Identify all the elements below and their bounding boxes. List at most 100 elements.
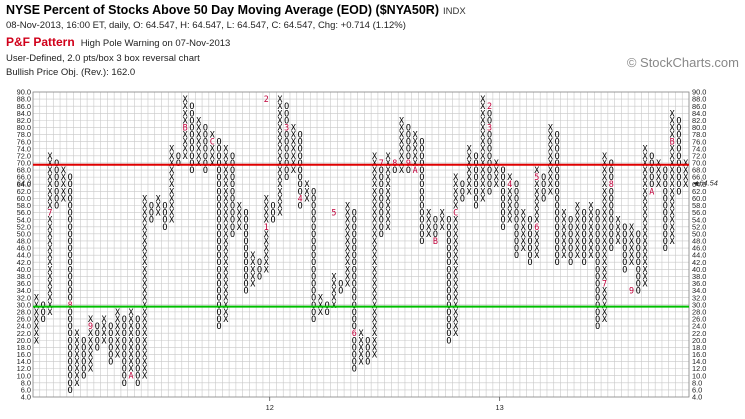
o-mark: O — [528, 250, 533, 260]
o-mark: O — [514, 222, 519, 232]
x-mark: X — [183, 94, 188, 104]
o-mark: O — [135, 328, 140, 338]
x-mark: X — [47, 186, 52, 196]
x-mark: X — [47, 172, 52, 182]
o-mark: O — [636, 250, 641, 260]
o-mark: O — [528, 257, 533, 267]
o-mark: O — [433, 222, 438, 232]
x-mark: X — [548, 172, 553, 182]
x-mark: X — [656, 165, 661, 175]
o-mark: O — [216, 314, 221, 324]
month-marker: 8 — [609, 179, 614, 189]
x-mark: X — [453, 172, 458, 182]
x-mark: X — [561, 243, 566, 253]
o-mark: O — [528, 229, 533, 239]
x-mark: X — [534, 200, 539, 210]
x-mark: X — [169, 158, 174, 168]
y-tick-label-left: 8.0 — [21, 378, 31, 387]
o-mark: O — [622, 229, 627, 239]
x-mark: X — [372, 236, 377, 246]
x-mark: X — [34, 293, 39, 303]
x-mark: X — [575, 200, 580, 210]
o-mark: O — [352, 279, 357, 289]
x-mark: X — [643, 229, 648, 239]
o-mark: O — [473, 200, 478, 210]
x-mark: X — [372, 335, 377, 345]
y-tick-label-right: 84.0 — [692, 109, 706, 118]
o-mark: O — [676, 172, 681, 182]
x-mark: X — [575, 208, 580, 218]
x-mark: X — [291, 165, 296, 175]
x-mark: X — [88, 314, 93, 324]
y-tick-label-left: 76.0 — [17, 137, 31, 146]
x-mark: X — [345, 243, 350, 253]
x-mark: X — [345, 257, 350, 267]
o-mark: O — [446, 307, 451, 317]
y-tick-label-left: 60.0 — [17, 194, 31, 203]
o-mark: O — [122, 328, 127, 338]
x-mark: X — [494, 165, 499, 175]
o-mark: O — [68, 193, 73, 203]
x-mark: X — [643, 243, 648, 253]
x-mark: X — [74, 378, 79, 388]
x-mark: X — [223, 151, 228, 161]
o-mark: O — [568, 222, 573, 232]
x-mark: X — [183, 130, 188, 140]
o-mark: O — [216, 179, 221, 189]
x-mark: X — [183, 137, 188, 147]
x-mark: X — [602, 151, 607, 161]
o-mark: O — [95, 328, 100, 338]
x-mark: X — [372, 321, 377, 331]
o-mark: O — [298, 137, 303, 147]
x-mark: X — [602, 293, 607, 303]
o-mark: O — [230, 165, 235, 175]
x-mark: X — [277, 101, 282, 111]
y-tick-label-right: 4.0 — [692, 393, 702, 402]
x-mark: X — [643, 158, 648, 168]
month-marker: A — [649, 186, 654, 196]
y-tick-label-left: 28.0 — [17, 307, 31, 316]
x-mark: X — [399, 144, 404, 154]
x-mark: X — [372, 314, 377, 324]
month-marker: 9 — [88, 321, 93, 331]
x-mark: X — [670, 158, 675, 168]
x-mark: X — [602, 215, 607, 225]
x-mark: X — [643, 250, 648, 260]
x-mark: X — [656, 172, 661, 182]
o-mark: O — [433, 229, 438, 239]
o-mark: O — [68, 349, 73, 359]
x-mark: X — [534, 229, 539, 239]
o-mark: O — [68, 222, 73, 232]
y-tick-label-right: 26.0 — [692, 315, 706, 324]
x-mark: X — [142, 364, 147, 374]
y-tick-label-left: 66.0 — [17, 173, 31, 182]
o-mark: O — [230, 193, 235, 203]
o-mark: O — [149, 200, 154, 210]
x-mark: X — [88, 349, 93, 359]
o-mark: O — [135, 349, 140, 359]
o-mark: O — [311, 229, 316, 239]
x-mark: X — [88, 335, 93, 345]
y-tick-label-right: 60.0 — [692, 194, 706, 203]
x-mark: X — [602, 257, 607, 267]
o-mark: O — [609, 236, 614, 246]
o-mark: O — [325, 300, 330, 310]
o-mark: O — [68, 371, 73, 381]
x-mark: X — [47, 293, 52, 303]
x-mark: X — [413, 151, 418, 161]
month-marker: 8 — [68, 300, 73, 310]
current-price-right: ◄64.54 — [692, 178, 718, 187]
o-mark: O — [541, 186, 546, 196]
o-mark: O — [189, 158, 194, 168]
o-mark: O — [406, 137, 411, 147]
month-marker: 7 — [379, 158, 384, 168]
x-mark: X — [453, 286, 458, 296]
x-mark: X — [670, 186, 675, 196]
y-tick-label-left: 32.0 — [17, 293, 31, 302]
y-tick-label-right: 10.0 — [692, 371, 706, 380]
x-mark: X — [142, 300, 147, 310]
x-mark: X — [467, 179, 472, 189]
o-mark: O — [352, 300, 357, 310]
x-mark: X — [142, 328, 147, 338]
o-mark: O — [676, 186, 681, 196]
